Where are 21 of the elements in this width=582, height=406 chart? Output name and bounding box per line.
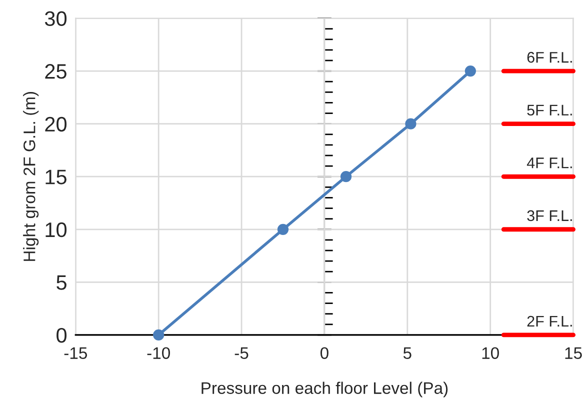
series-label: 2F F.L. <box>527 316 572 326</box>
y-tick-label: 25 <box>45 64 66 79</box>
y-axis-title: Hight grom 2F G.L. (m) <box>23 92 39 261</box>
series-label: 6F F.L. <box>527 52 572 63</box>
x-tick-label: -15 <box>64 347 88 359</box>
x-tick-label: 15 <box>565 347 582 359</box>
x-tick-label: 0 <box>320 347 328 359</box>
y-tick-label: 0 <box>56 328 67 343</box>
y-tick-label: 20 <box>45 116 67 132</box>
series-label: 5F F.L. <box>527 104 572 116</box>
series-label: 4F F.L. <box>526 158 572 168</box>
x-axis-title: Pressure on each floor Level (Pa) <box>202 382 448 398</box>
x-tick-label: -5 <box>234 347 248 359</box>
y-tick-label: 5 <box>56 275 66 290</box>
x-tick-label: 10 <box>482 347 499 359</box>
x-tick-label: -10 <box>147 347 170 359</box>
y-tick-label: 10 <box>46 222 67 238</box>
x-tick-label: 5 <box>403 347 412 359</box>
y-tick-label: 15 <box>46 170 66 184</box>
series-label: 3F F.L. <box>527 210 572 222</box>
y-tick-label: 30 <box>44 11 67 26</box>
